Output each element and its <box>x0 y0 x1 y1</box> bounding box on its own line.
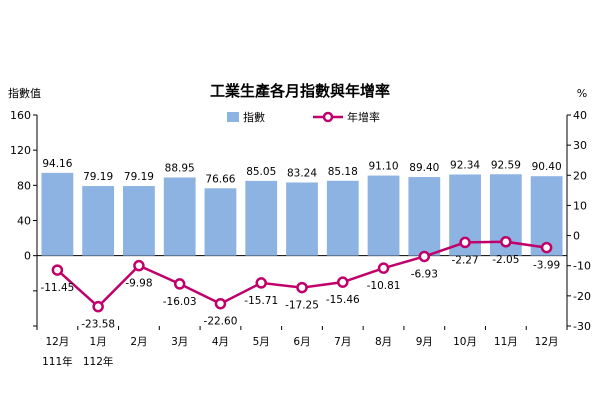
x-tick-label: 3月 <box>171 336 188 348</box>
x-tick-label: 12月 <box>45 336 69 348</box>
bar <box>286 182 318 256</box>
line-value-label: -15.71 <box>244 295 278 307</box>
line-point <box>500 236 512 248</box>
right-tick-label: 10 <box>573 199 587 212</box>
line-value-label: -15.46 <box>326 294 360 306</box>
line-point <box>255 277 267 289</box>
line-point <box>377 262 390 274</box>
line-point <box>296 281 308 294</box>
line-value-label: -2.05 <box>492 254 519 266</box>
line-value-label: -16.03 <box>163 296 197 308</box>
bar <box>367 175 400 256</box>
x-tick-label: 10月 <box>453 336 477 348</box>
x-tick-sublabel: 112年 <box>83 355 114 368</box>
right-tick-label: 40 <box>573 109 587 122</box>
line-point <box>418 250 431 263</box>
line-value-label: -11.45 <box>40 282 74 294</box>
left-tick-label: 80 <box>17 179 31 192</box>
bar <box>408 177 441 256</box>
line-point <box>214 297 227 310</box>
bar-value-label: 88.95 <box>165 162 195 174</box>
bar <box>326 180 359 256</box>
left-tick-label: 120 <box>10 144 31 157</box>
bar-value-label: 89.40 <box>409 162 439 174</box>
bar <box>41 172 74 256</box>
bar <box>204 188 237 256</box>
line-value-label: -9.98 <box>125 278 152 290</box>
bar <box>163 177 196 256</box>
x-tick-label: 1月 <box>90 336 107 348</box>
legend-swatch-bar <box>227 112 239 122</box>
x-tick-label: 7月 <box>334 336 351 348</box>
line-value-label: -2.27 <box>451 254 478 266</box>
right-tick-label: 30 <box>573 139 587 152</box>
right-tick-label: 0 <box>573 230 580 243</box>
bar-value-label: 85.05 <box>246 166 276 178</box>
bar <box>123 186 155 256</box>
right-tick-label: -30 <box>573 320 591 333</box>
line-point <box>540 241 553 254</box>
x-tick-sublabel: 111年 <box>42 355 73 368</box>
bar-value-label: 92.59 <box>491 159 521 171</box>
x-tick-label: 5月 <box>253 336 270 348</box>
line-value-label: -3.99 <box>533 260 560 272</box>
legend-swatch-marker <box>322 111 334 123</box>
line-point <box>133 259 145 272</box>
legend: 指數 年增率 <box>227 110 380 124</box>
bar-value-label: 92.34 <box>450 159 480 171</box>
chart-title: 工業生產各月指數與年增率 <box>210 82 390 100</box>
line-point <box>51 264 64 276</box>
left-axis-label: 指數值 <box>8 86 41 100</box>
line-point <box>337 276 349 288</box>
line-value-label: -22.60 <box>204 316 238 328</box>
x-tick-label: 6月 <box>293 336 310 348</box>
line-value-label: -17.25 <box>285 300 319 312</box>
bar-value-label: 83.24 <box>287 167 317 179</box>
x-tick-label: 11月 <box>494 336 518 348</box>
legend-label-bar: 指數 <box>243 110 265 124</box>
line-value-label: -23.58 <box>81 319 115 331</box>
line-series: -11.45 -23.58 -9.98 -16.03 -22.60 -15.71 -17.2… <box>40 236 560 331</box>
x-tick-label: 4月 <box>212 336 229 348</box>
bar <box>82 186 115 256</box>
bar-value-label: 85.18 <box>328 166 358 178</box>
line-point <box>459 236 471 249</box>
x-tick-label: 2月 <box>130 336 147 348</box>
x-tick-label: 12月 <box>535 336 559 348</box>
line-point <box>92 300 104 313</box>
line-value-label: -10.81 <box>367 280 401 292</box>
left-tick-label: 40 <box>17 215 31 228</box>
bar <box>245 180 278 256</box>
x-tick-label: 8月 <box>375 336 392 348</box>
left-tick-label: 160 <box>10 109 31 122</box>
legend-label-line: 年增率 <box>347 110 380 124</box>
bar-value-label: 76.66 <box>205 173 235 185</box>
x-tick-label: 9月 <box>416 336 433 348</box>
bar-value-label: 90.40 <box>532 161 562 173</box>
line-value-label: -6.93 <box>411 268 438 280</box>
bar-value-label: 79.19 <box>124 171 154 183</box>
category-labels: 12月 111年 1月 112年 2月 3月 4月 5月 6月 7月 8月 9月 10月 11月 12月 <box>42 336 558 368</box>
right-axis-label: % <box>577 87 587 100</box>
bar-value-label: 79.19 <box>83 171 113 183</box>
line-point <box>173 278 186 290</box>
bar-series: 94.16 79.19 79.19 88.95 76.66 85.05 83.24 85.18… <box>41 158 563 256</box>
left-tick-label: 0 <box>24 250 31 263</box>
bar-value-label: 94.16 <box>42 158 72 170</box>
right-tick-label: -20 <box>573 290 591 303</box>
right-tick-label: 20 <box>573 169 587 182</box>
bar-value-label: 91.10 <box>369 161 399 173</box>
right-tick-label: -10 <box>573 260 591 273</box>
